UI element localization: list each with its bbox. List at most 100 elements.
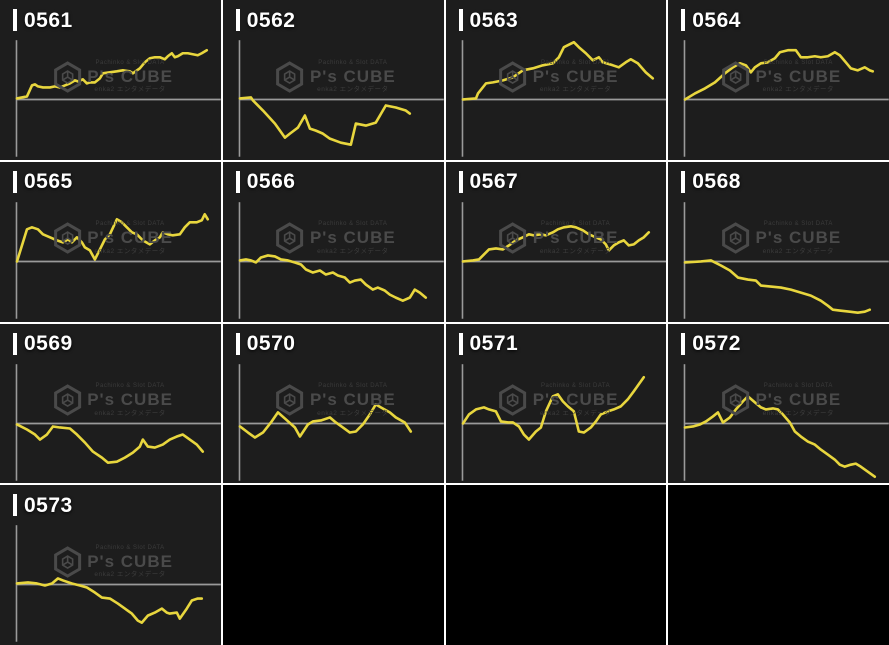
payout-line [238, 253, 427, 302]
watermark-sub-text: enka2 エンタメデータ [539, 409, 612, 417]
empty-cell [222, 485, 444, 645]
watermark-sub-text: enka2 エンタメデータ [762, 86, 834, 94]
watermark: Pachinko & Slot DATA P's CUBE enka2 エンタメ… [52, 383, 173, 417]
watermark-brand: P's CUBE [532, 228, 619, 248]
watermark-text-block: Pachinko & Slot DATA P's CUBE enka2 エンタメ… [533, 383, 619, 417]
watermark-brand: P's CUBE [755, 390, 842, 410]
watermark-sub-text: enka2 エンタメデータ [317, 409, 389, 417]
machine-label: 0563 [458, 9, 519, 31]
label-accent-bar [13, 332, 17, 355]
sparkline-chart [15, 363, 221, 481]
watermark-sub-text: enka2 エンタメデータ [94, 571, 166, 579]
machine-label: 0566 [235, 170, 296, 194]
label-accent-bar [235, 9, 240, 31]
chart-cell[interactable]: Pachinko & Slot DATA P's CUBE enka2 エンタメ… [445, 161, 667, 322]
empty-cell [445, 485, 667, 645]
watermark-text-block: Pachinko & Slot DATA P's CUBE enka2 エンタメ… [87, 221, 173, 255]
payout-line [461, 40, 654, 101]
hexagon-cube-icon [53, 384, 81, 416]
watermark-sub-text: enka2 エンタメデータ [539, 86, 612, 94]
chart-cell[interactable]: Pachinko & Slot DATA P's CUBE enka2 エンタメ… [222, 323, 444, 484]
chart-cell[interactable]: Pachinko & Slot DATA P's CUBE enka2 エンタメ… [445, 0, 667, 160]
watermark-brand: P's CUBE [87, 228, 173, 248]
machine-id: 0567 [469, 170, 519, 194]
hexagon-cube-icon [499, 60, 527, 93]
label-accent-bar [681, 170, 686, 193]
watermark-top-text: Pachinko & Slot DATA [541, 383, 611, 390]
machine-id: 0565 [24, 170, 73, 194]
watermark-text-block: Pachinko & Slot DATA P's CUBE enka2 エンタメ… [755, 221, 841, 255]
machine-label: 0562 [235, 8, 296, 32]
sparkline-chart [683, 40, 889, 157]
machine-label: 0569 [13, 332, 73, 355]
watermark-top-text: Pachinko & Slot DATA [95, 544, 165, 551]
label-accent-bar [458, 332, 463, 355]
watermark-top-text: Pachinko & Slot DATA [541, 221, 611, 228]
hexagon-cube-icon [721, 60, 749, 93]
watermark: Pachinko & Slot DATA P's CUBE enka2 エンタメ… [498, 383, 619, 417]
watermark-top-text: Pachinko & Slot DATA [763, 59, 833, 66]
watermark-brand: P's CUBE [755, 66, 842, 86]
watermark-text-block: Pachinko & Slot DATA P's CUBE enka2 エンタメ… [533, 60, 619, 94]
chart-cell[interactable]: Pachinko & Slot DATA P's CUBE enka2 エンタメ… [0, 485, 221, 645]
watermark-brand: P's CUBE [87, 66, 173, 86]
watermark-text-block: Pachinko & Slot DATA P's CUBE enka2 エンタメ… [310, 221, 396, 255]
label-accent-bar [13, 494, 17, 517]
machine-id: 0573 [24, 493, 73, 517]
label-accent-bar [681, 332, 686, 355]
chart-cell[interactable]: Pachinko & Slot DATA P's CUBE enka2 エンタメ… [222, 161, 444, 322]
machine-id: 0562 [246, 8, 296, 32]
label-accent-bar [458, 9, 463, 31]
chart-cell[interactable]: Pachinko & Slot DATA P's CUBE enka2 エンタメ… [222, 0, 444, 160]
watermark-text-block: Pachinko & Slot DATA P's CUBE enka2 エンタメ… [87, 60, 173, 94]
watermark: Pachinko & Slot DATA P's CUBE enka2 エンタメ… [275, 60, 396, 94]
watermark-brand: P's CUBE [309, 228, 396, 248]
hexagon-cube-icon [53, 60, 81, 93]
machine-id: 0571 [469, 332, 519, 355]
watermark-text-block: Pachinko & Slot DATA P's CUBE enka2 エンタメ… [87, 383, 173, 417]
machine-label: 0570 [235, 332, 296, 355]
watermark-text-block: Pachinko & Slot DATA P's CUBE enka2 エンタメ… [310, 383, 396, 417]
chart-cell[interactable]: Pachinko & Slot DATA P's CUBE enka2 エンタメ… [668, 161, 889, 322]
hexagon-cube-icon [721, 384, 749, 416]
chart-cell[interactable]: Pachinko & Slot DATA P's CUBE enka2 エンタメ… [668, 323, 889, 484]
sparkline-chart [238, 201, 444, 319]
machine-label: 0564 [681, 9, 741, 31]
watermark-brand: P's CUBE [532, 66, 619, 86]
watermark-sub-text: enka2 エンタメデータ [317, 86, 389, 94]
hexagon-cube-icon [53, 222, 81, 255]
machine-label: 0565 [13, 170, 73, 194]
payout-line [238, 402, 412, 439]
watermark-top-text: Pachinko & Slot DATA [541, 59, 611, 66]
watermark-text-block: Pachinko & Slot DATA P's CUBE enka2 エンタメ… [310, 60, 396, 94]
watermark-sub-text: enka2 エンタメデータ [317, 247, 389, 255]
watermark-sub-text: enka2 エンタメデータ [762, 409, 834, 417]
machine-id: 0566 [246, 170, 296, 194]
chart-cell[interactable]: Pachinko & Slot DATA P's CUBE enka2 エンタメ… [0, 323, 221, 484]
watermark-sub-text: enka2 エンタメデータ [94, 247, 166, 255]
machine-id: 0572 [692, 332, 741, 355]
label-accent-bar [458, 170, 463, 193]
chart-cell[interactable]: Pachinko & Slot DATA P's CUBE enka2 エンタメ… [445, 323, 667, 484]
hexagon-cube-icon [276, 222, 304, 255]
hexagon-cube-icon [499, 384, 527, 416]
watermark-top-text: Pachinko & Slot DATA [763, 383, 833, 390]
hexagon-cube-icon [53, 546, 81, 578]
sparkline-chart [15, 201, 221, 319]
watermark: Pachinko & Slot DATA P's CUBE enka2 エンタメ… [498, 221, 619, 255]
chart-cell[interactable]: Pachinko & Slot DATA P's CUBE enka2 エンタメ… [0, 161, 221, 322]
payout-line [461, 375, 645, 441]
chart-cell[interactable]: Pachinko & Slot DATA P's CUBE enka2 エンタメ… [0, 0, 221, 160]
watermark-text-block: Pachinko & Slot DATA P's CUBE enka2 エンタメ… [755, 383, 841, 417]
watermark-sub-text: enka2 エンタメデータ [94, 409, 166, 417]
watermark: Pachinko & Slot DATA P's CUBE enka2 エンタメ… [275, 221, 396, 255]
chart-cell[interactable]: Pachinko & Slot DATA P's CUBE enka2 エンタメ… [668, 0, 889, 160]
sparkline-chart [683, 201, 889, 319]
hexagon-cube-icon [721, 222, 749, 255]
watermark: Pachinko & Slot DATA P's CUBE enka2 エンタメ… [720, 60, 841, 94]
machine-label: 0561 [13, 9, 73, 31]
watermark-sub-text: enka2 エンタメデータ [762, 247, 834, 255]
watermark-brand: P's CUBE [532, 390, 619, 410]
machine-id: 0569 [24, 332, 73, 355]
